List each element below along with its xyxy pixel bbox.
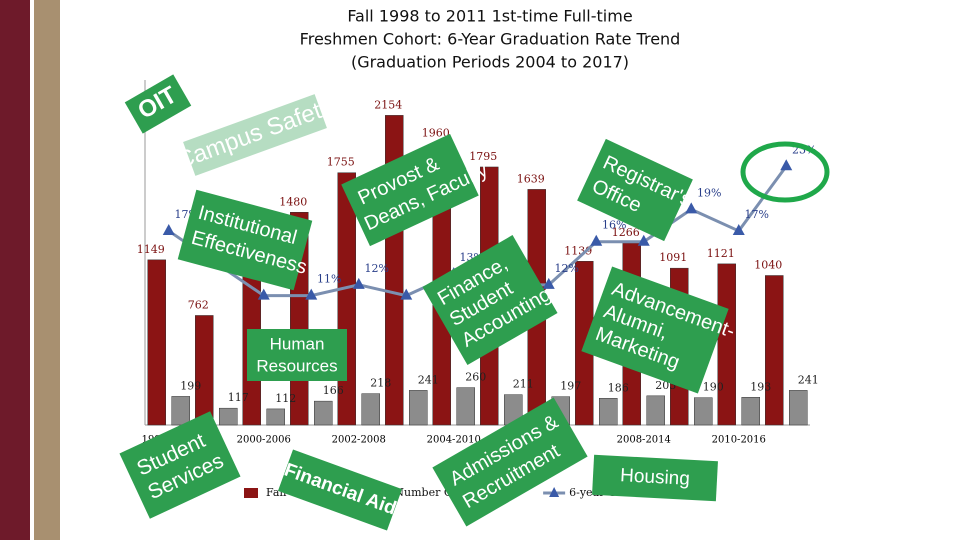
value-label: 1121 (707, 247, 735, 260)
sticker-text: Housing (620, 465, 691, 490)
rate-marker (637, 234, 650, 246)
bar (456, 387, 475, 426)
value-label: 2154 (374, 98, 402, 111)
value-label: 16% (602, 219, 626, 232)
value-label: 1149 (137, 243, 165, 256)
rate-marker (352, 277, 365, 289)
rate-marker (542, 277, 555, 289)
rate-marker (685, 202, 698, 214)
value-label: 12% (365, 262, 389, 275)
x-tick-label: 2008-2014 (617, 435, 671, 446)
decor-bar (34, 0, 60, 540)
value-label: 211 (513, 378, 534, 391)
x-tick-label: 2000-2006 (237, 435, 291, 446)
value-label: 218 (370, 377, 391, 390)
sticker: Admissions &Recruitment (432, 397, 588, 527)
x-tick-label: 2004-2010 (427, 435, 481, 446)
sticker: OIT (124, 74, 192, 134)
bar (147, 259, 166, 426)
bar (599, 398, 618, 426)
rate-marker (305, 288, 318, 300)
rate-marker (257, 288, 270, 300)
bar (266, 408, 285, 426)
sticker: Advancement-Alumni,Marketing (581, 266, 738, 394)
legend-swatch (549, 487, 560, 497)
chart-title: Fall 1998 to 2011 1st-time Full-time (347, 7, 632, 26)
value-label: 1091 (659, 251, 687, 264)
value-label: 260 (465, 371, 486, 384)
x-tick-label: 2010-2016 (712, 435, 766, 446)
chart-title: Freshmen Cohort: 6-Year Graduation Rate … (300, 30, 681, 49)
value-label: 197 (560, 380, 581, 393)
value-label: 11% (317, 273, 341, 286)
sticker-text: Campus Safety (173, 93, 336, 174)
value-label: 12% (555, 262, 579, 275)
value-label: 1795 (469, 150, 497, 163)
sticker: Campus Safety (173, 93, 336, 176)
bar (646, 395, 665, 426)
value-label: 1139 (564, 244, 592, 257)
value-label: 1040 (754, 259, 782, 272)
value-label: 1755 (327, 156, 355, 169)
value-label: 112 (275, 392, 296, 405)
chart-title: (Graduation Periods 2004 to 2017) (351, 53, 629, 72)
bar (219, 407, 238, 426)
value-label: 17% (745, 208, 769, 221)
value-label: 1480 (279, 195, 307, 208)
value-label: 193 (750, 380, 771, 393)
value-label: 241 (418, 373, 439, 386)
value-label: 19% (697, 186, 721, 199)
decor-bar (0, 0, 30, 540)
bar (361, 393, 380, 426)
rate-marker (590, 234, 603, 246)
value-label: 1960 (422, 126, 450, 139)
value-label: 1639 (517, 172, 545, 185)
sticker: Financial Aid (277, 449, 403, 531)
value-label: 762 (188, 298, 209, 311)
highlight-circle (740, 141, 830, 203)
rate-marker (732, 223, 745, 235)
sticker: Human Resources (247, 329, 347, 381)
value-label: 1266 (612, 226, 640, 239)
bar (741, 397, 760, 426)
sticker: Housing (592, 454, 718, 502)
sticker: Provost &Deans, Faculty (341, 133, 491, 247)
bar (694, 397, 713, 426)
legend-swatch (244, 488, 258, 498)
bar (195, 315, 214, 426)
value-label: 190 (703, 381, 724, 394)
x-tick-label: 2002-2008 (332, 435, 386, 446)
rate-marker (400, 288, 413, 300)
bar (409, 390, 428, 426)
value-label: 241 (798, 373, 819, 386)
bar (789, 390, 808, 426)
rate-marker (162, 223, 175, 235)
rate-marker (780, 159, 793, 171)
sticker-text: Human (270, 334, 325, 353)
value-label: 166 (323, 384, 344, 397)
bar (765, 275, 784, 426)
sticker-text: Resources (256, 356, 337, 375)
bar (171, 396, 190, 426)
value-label: 186 (608, 381, 629, 394)
value-label: 117 (228, 391, 249, 404)
value-label: 199 (180, 379, 201, 392)
bar (717, 263, 736, 426)
bar (314, 400, 333, 426)
